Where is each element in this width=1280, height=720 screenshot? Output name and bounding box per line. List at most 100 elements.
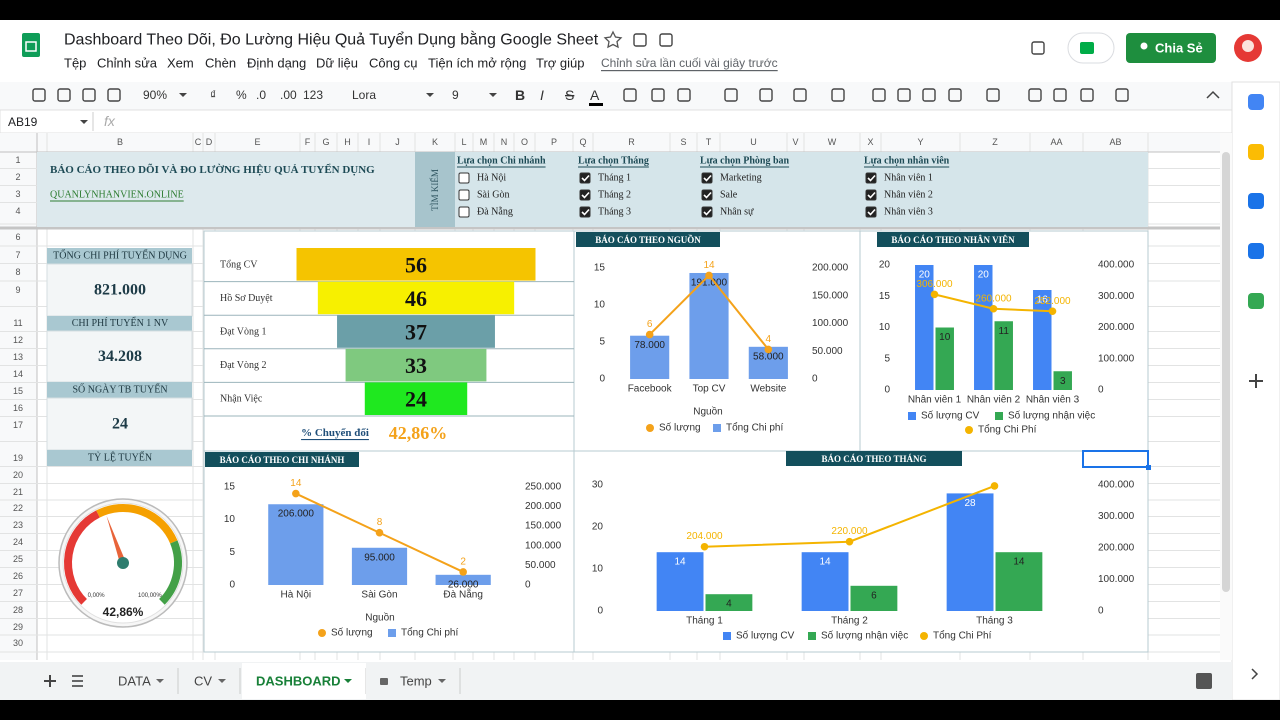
row-label: 19 [13, 453, 23, 463]
filter-option: Tháng 3 [598, 207, 631, 218]
tick-label: 100.000 [1098, 353, 1135, 364]
selection-handle [1146, 465, 1151, 470]
sheet-tab-label[interactable]: DASHBOARD [256, 674, 341, 689]
x-tick-label: Nhân viên 3 [1026, 395, 1080, 406]
gauge-band [158, 540, 182, 605]
checkbox[interactable] [865, 206, 877, 218]
toolbar-currency[interactable]: ₫ [210, 88, 216, 102]
title-bar [0, 20, 1280, 82]
last-edit[interactable]: Chỉnh sửa lần cuối vài giây trước [601, 56, 778, 70]
column-label: AA [1050, 137, 1062, 147]
tick-label: 10 [592, 564, 604, 575]
chart-title-bg [786, 451, 962, 466]
sheet-tab[interactable] [180, 663, 240, 699]
toolbar-italic[interactable]: I [540, 87, 544, 103]
legend-marker [318, 629, 326, 637]
menu-item[interactable]: Dữ liệu [316, 56, 358, 71]
column-label: G [322, 137, 329, 147]
toolbar-font[interactable]: Lora [352, 88, 376, 102]
checkbox[interactable] [579, 172, 591, 184]
doc-title: Dashboard Theo Dõi, Đo Lường Hiệu Quả Tu… [64, 30, 599, 49]
bar [915, 265, 934, 390]
checkbox[interactable] [865, 189, 877, 201]
gauge-tick-label: 0,00% [88, 593, 106, 599]
chart-title: BÁO CÁO THEO NGUỒN [595, 235, 701, 245]
line-point [1048, 307, 1057, 316]
toolbar-text-color[interactable]: A [590, 87, 600, 103]
toolbar-icon [897, 88, 911, 102]
tab-caret [218, 679, 226, 683]
bar-label: 206.000 [278, 509, 315, 520]
toolbar-icon [82, 88, 96, 102]
maps-icon [1248, 293, 1264, 309]
toolbar-dec-less[interactable]: .0 [256, 88, 266, 102]
column-label: U [750, 137, 757, 147]
bar [995, 552, 1043, 611]
menu-item[interactable]: Chỉnh sửa [97, 56, 158, 71]
bar [1053, 371, 1072, 390]
tick-label: 10 [879, 322, 891, 333]
tick-label: 0 [525, 580, 531, 591]
checkbox[interactable] [579, 189, 591, 201]
sheet-tab-label[interactable]: CV [194, 674, 212, 689]
checkbox[interactable] [701, 206, 713, 218]
menu-item[interactable]: Công cụ [369, 56, 417, 71]
row-label: 15 [13, 386, 23, 396]
toolbar-format[interactable]: 123 [303, 88, 323, 102]
toolbar-icon [872, 88, 886, 102]
toolbar-icon [831, 88, 845, 102]
legend-marker [713, 424, 721, 432]
dashboard-link[interactable]: QUANLYNHANVIEN.ONLINE [50, 190, 184, 201]
explore-button [1196, 673, 1212, 689]
sheet-tab[interactable] [104, 663, 178, 699]
column-label: N [501, 137, 508, 147]
column-label: L [461, 137, 466, 147]
share-label[interactable]: Chia Sẻ [1155, 41, 1203, 56]
checkbox[interactable] [458, 189, 470, 201]
column-label: C [195, 137, 202, 147]
checkbox[interactable] [865, 172, 877, 184]
menu-item[interactable]: Định dạng [247, 56, 306, 71]
menu-item[interactable]: Tiện ích mở rộng [428, 56, 526, 71]
tab-caret [344, 679, 352, 683]
column-label: X [867, 137, 873, 147]
toolbar-size[interactable]: 9 [452, 88, 459, 102]
tasks-icon [1248, 193, 1264, 209]
bar-label: 26.000 [448, 579, 479, 590]
conversion-value: 42,86% [389, 423, 448, 443]
checkbox[interactable] [458, 172, 470, 184]
toolbar-percent[interactable]: % [236, 88, 247, 102]
toolbar-icon [1115, 88, 1129, 102]
menu-item[interactable]: Trợ giúp [536, 56, 585, 71]
menu-item[interactable]: Chèn [205, 56, 236, 71]
toolbar-bold[interactable]: B [515, 87, 525, 103]
scroll-thumb [1222, 152, 1230, 592]
legend-label: Tổng Chi phí [401, 627, 458, 639]
column-label: M [480, 137, 488, 147]
sheet-tab-label[interactable]: Temp [400, 674, 432, 689]
tick-label: 100.000 [525, 540, 562, 551]
bar [351, 547, 408, 585]
checkbox[interactable] [579, 206, 591, 218]
sheet-tab-label[interactable]: DATA [118, 674, 151, 689]
column-label: E [254, 137, 260, 147]
dashboard-title: BÁO CÁO THEO DÕI VÀ ĐO LƯỜNG HIỆU QUẢ TU… [50, 163, 375, 176]
column-label: Z [992, 137, 998, 147]
checkbox[interactable] [701, 172, 713, 184]
toolbar-strike[interactable]: S [565, 87, 574, 103]
star-icon[interactable] [603, 30, 623, 49]
filter-option: Tháng 1 [598, 173, 631, 184]
tick-label: 300.000 [1098, 291, 1135, 302]
toolbar-dec-more[interactable]: .00 [280, 88, 297, 102]
bar-label: 16 [1037, 295, 1049, 306]
bar-label: 11 [999, 326, 1010, 337]
sheet-tab[interactable] [242, 663, 366, 699]
toolbar-icon [57, 88, 71, 102]
bar [630, 335, 670, 379]
checkbox[interactable] [701, 189, 713, 201]
checkbox[interactable] [458, 206, 470, 218]
menu-item[interactable]: Xem [167, 56, 194, 71]
x-tick-label: Tháng 1 [686, 616, 723, 627]
menu-item[interactable]: Tệp [64, 56, 86, 71]
toolbar-zoom[interactable]: 90% [143, 88, 167, 102]
